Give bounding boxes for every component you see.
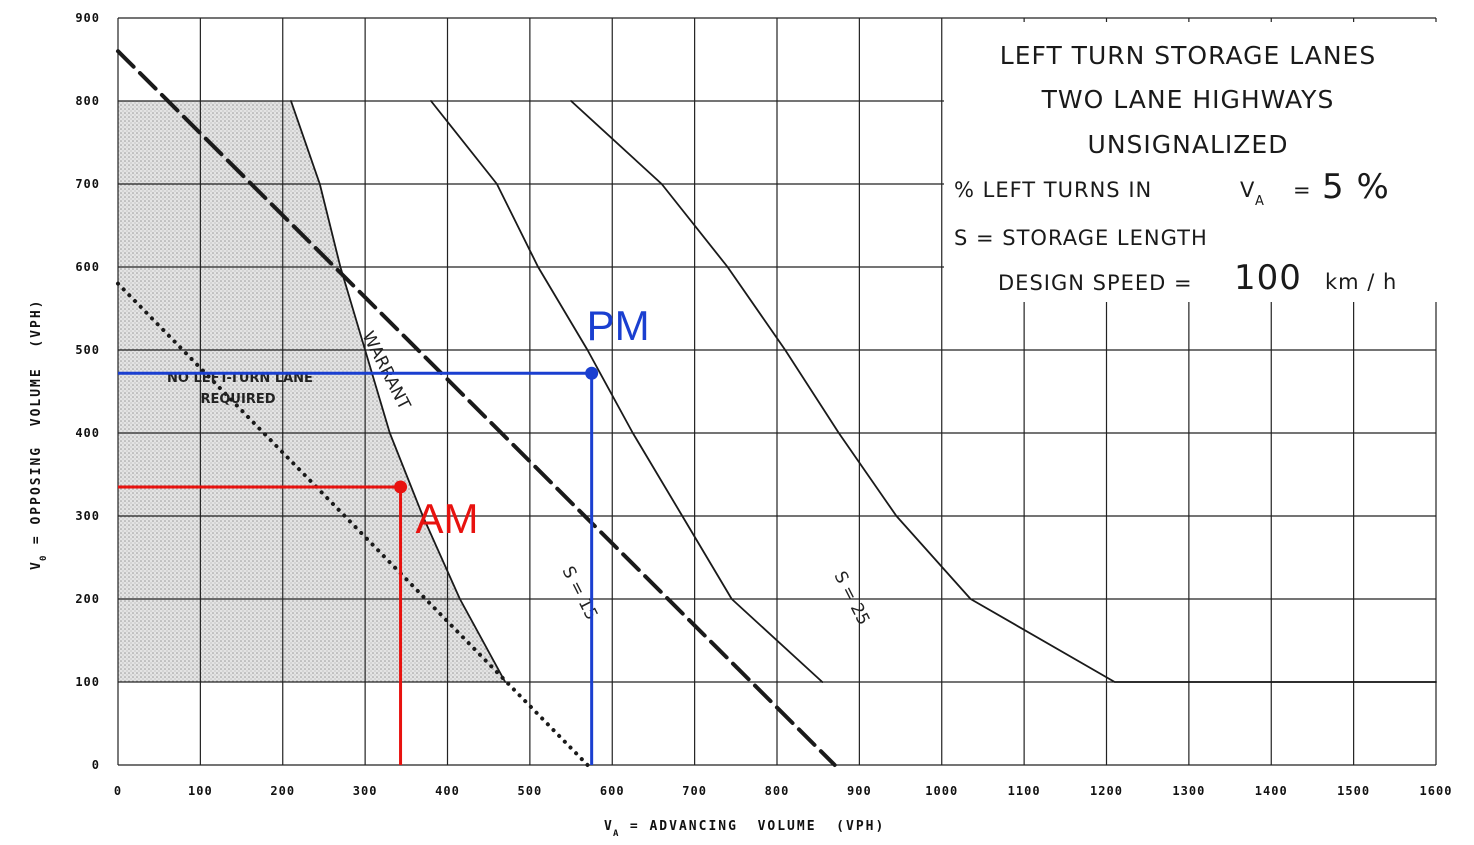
y-axis-label-symbol: V (29, 560, 44, 570)
x-tick-label: 1600 (1420, 784, 1453, 798)
shaded-region (118, 101, 506, 682)
x-tick-label: 900 (847, 784, 872, 798)
y-tick-label: 500 (75, 343, 100, 357)
y-tick-label: 700 (75, 177, 100, 191)
x-tick-label: 1100 (1008, 784, 1041, 798)
x-axis-label-symbol: V (604, 819, 614, 834)
y-tick-label: 800 (75, 94, 100, 108)
region-label-line-2: REQUIRED (200, 392, 275, 407)
x-axis-label-subscript: A (613, 829, 620, 839)
am-label: AM (416, 495, 479, 542)
title-line-1: LEFT TURN STORAGE LANES (1000, 41, 1376, 70)
y-tick-label: 900 (75, 11, 100, 25)
storage-label: S = STORAGE LENGTH (954, 226, 1208, 250)
y-tick-label: 100 (75, 675, 100, 689)
y-tick-labels: 0 100 200 300 400 500 600 700 800 900 (75, 11, 100, 772)
y-axis-label-text: = OPPOSING VOLUME (VPH) (29, 299, 44, 555)
va-symbol: V (1240, 178, 1255, 202)
y-tick-label: 200 (75, 592, 100, 606)
x-tick-label: 300 (353, 784, 378, 798)
am-point (394, 480, 408, 494)
left-turns-label: % LEFT TURNS IN (954, 178, 1152, 202)
pm-point (585, 366, 599, 380)
speed-unit: km / h (1325, 270, 1397, 294)
curve-dotted-4 (116, 281, 590, 767)
title-line-3: UNSIGNALIZED (1088, 130, 1289, 159)
x-axis-label-text: = ADVANCING VOLUME (VPH) (620, 819, 885, 834)
x-tick-label: 1400 (1255, 784, 1288, 798)
curve-solid-1 (430, 100, 824, 683)
grid (117, 17, 1437, 766)
x-tick-label: 1500 (1337, 784, 1370, 798)
no-lane-shaded-region (118, 101, 506, 682)
x-tick-label: 500 (518, 784, 543, 798)
curve-dashed-3 (116, 49, 837, 767)
x-tick-label: 1200 (1090, 784, 1123, 798)
s25-curve-label: S = 25 (830, 568, 874, 628)
left-turns-value: 5 % (1322, 167, 1390, 207)
curves (116, 49, 1437, 767)
curve-solid-2 (570, 100, 1437, 683)
y-tick-label: 600 (75, 260, 100, 274)
x-tick-label: 200 (270, 784, 295, 798)
speed-label: DESIGN SPEED = (998, 271, 1193, 295)
x-tick-label: 1300 (1172, 784, 1205, 798)
x-tick-label: 100 (188, 784, 213, 798)
left-turns-equals: = (1293, 178, 1312, 202)
x-tick-labels: 0 100 200 300 400 500 600 700 800 900 1000 1100 1200… (114, 784, 1453, 798)
pm-label: PM (587, 302, 650, 349)
am-pm-markers: PM AM (118, 302, 650, 765)
x-axis-label: V A = ADVANCING VOLUME (VPH) (604, 819, 885, 839)
x-tick-label: 400 (435, 784, 460, 798)
x-tick-label: 800 (765, 784, 790, 798)
y-tick-label: 0 (92, 758, 100, 772)
y-tick-label: 300 (75, 509, 100, 523)
title-line-2: TWO LANE HIGHWAYS (1041, 85, 1335, 114)
title-box (944, 22, 1438, 302)
region-label-line-1: NO LEFT-TURN LANE (167, 371, 313, 386)
y-axis-label-subscript: 0 (39, 554, 49, 561)
x-tick-label: 600 (600, 784, 625, 798)
x-tick-label: 1000 (925, 784, 958, 798)
s15-curve-label: S = 15 (558, 563, 602, 623)
va-subscript: A (1255, 194, 1265, 209)
x-tick-label: 700 (682, 784, 707, 798)
y-axis-label: V 0 = OPPOSING VOLUME (VPH) (29, 299, 49, 571)
y-tick-label: 400 (75, 426, 100, 440)
curve-solid-0 (290, 100, 507, 683)
x-tick-label: 0 (114, 784, 122, 798)
speed-value: 100 (1234, 258, 1302, 298)
